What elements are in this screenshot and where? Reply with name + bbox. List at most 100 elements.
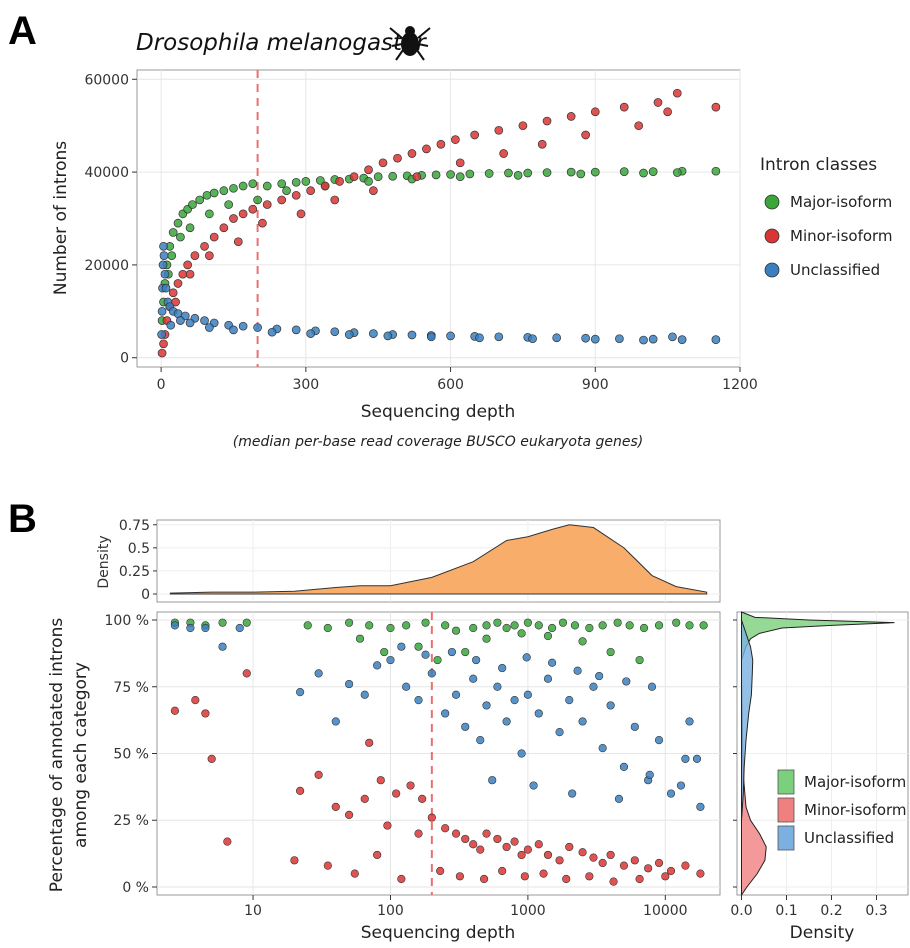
legend-marker-major-isoform [764, 194, 780, 210]
point-unclassified [166, 320, 176, 330]
x-tick-label: 0.2 [820, 903, 842, 919]
point-unclassified [186, 623, 195, 633]
x-tick-label: 0.3 [865, 903, 887, 919]
point-minor-isoform [392, 789, 401, 798]
point-major-isoform [558, 618, 568, 627]
point-major-isoform [699, 621, 708, 630]
point-unclassified [157, 306, 167, 316]
point-minor-isoform [455, 872, 464, 881]
point-unclassified [344, 330, 354, 339]
point-unclassified [614, 794, 624, 803]
point-unclassified [360, 690, 369, 699]
point-minor-isoform [183, 260, 193, 270]
point-major-isoform [482, 634, 491, 643]
point-major-isoform [502, 623, 511, 633]
point-major-isoform [484, 169, 494, 178]
y-tick-label: 0 [141, 587, 150, 603]
y-tick-label: 0 [120, 351, 129, 367]
point-unclassified [200, 316, 209, 325]
point-minor-isoform [635, 874, 644, 884]
density-unclassified [741, 619, 754, 821]
point-major-isoform [648, 167, 658, 176]
point-minor-isoform [711, 102, 721, 112]
point-minor-isoform [590, 107, 600, 117]
point-minor-isoform [534, 840, 543, 849]
side-density-xlabel: Density [790, 923, 855, 943]
point-major-isoform [523, 618, 532, 627]
point-major-isoform [253, 195, 262, 205]
point-minor-isoform [654, 858, 664, 868]
point-minor-isoform [320, 181, 330, 191]
point-minor-isoform [345, 810, 354, 820]
point-minor-isoform [451, 135, 460, 144]
y-tick-label: 25 % [113, 813, 149, 829]
point-minor-isoform [349, 172, 359, 182]
point-minor-isoform [364, 165, 373, 175]
point-minor-isoform [360, 794, 369, 803]
point-major-isoform [461, 647, 470, 657]
point-major-isoform [672, 618, 681, 627]
point-unclassified [568, 789, 577, 798]
point-unclassified [397, 642, 406, 651]
legend-label-minor-isoform: Minor-isoform [790, 227, 893, 245]
point-minor-isoform [159, 339, 168, 349]
point-minor-isoform [566, 112, 576, 121]
point-unclassified [185, 318, 195, 328]
point-major-isoform [578, 637, 587, 646]
y-tick-label: 60000 [84, 72, 129, 88]
y-tick-label: 20000 [84, 258, 129, 274]
legend-swatch-major-isoform [777, 769, 795, 795]
point-major-isoform [639, 168, 648, 178]
point-minor-isoform [479, 874, 489, 884]
point-minor-isoform [205, 251, 214, 260]
point-major-isoform [590, 167, 600, 177]
point-unclassified [238, 321, 248, 331]
x-tick-label: 0.1 [775, 903, 797, 919]
point-major-isoform [441, 621, 450, 630]
point-unclassified [630, 722, 639, 731]
point-minor-isoform [598, 858, 607, 868]
point-major-isoform [619, 167, 629, 176]
point-minor-isoform [170, 706, 180, 715]
point-unclassified [383, 331, 393, 341]
point-unclassified [205, 323, 214, 332]
point-unclassified [523, 690, 532, 699]
point-minor-isoform [589, 853, 598, 862]
point-unclassified [573, 666, 582, 675]
point-unclassified [711, 335, 721, 344]
point-unclassified [218, 642, 227, 651]
point-minor-isoform [542, 116, 552, 126]
point-major-isoform [173, 218, 183, 228]
point-unclassified [528, 334, 537, 344]
point-minor-isoform [296, 786, 305, 795]
point-unclassified [581, 333, 590, 343]
point-major-isoform [224, 200, 234, 209]
point-minor-isoform [350, 869, 359, 878]
x-tick-label: 0.0 [730, 903, 752, 919]
point-unclassified [161, 283, 171, 293]
point-major-isoform [523, 168, 533, 178]
point-unclassified [648, 334, 658, 344]
point-minor-isoform [619, 102, 629, 112]
point-minor-isoform [436, 139, 446, 149]
point-major-isoform [513, 170, 523, 180]
x-tick-label: 300 [292, 377, 319, 393]
y-tick-label: 50 % [113, 747, 149, 763]
point-minor-isoform [223, 837, 232, 846]
point-minor-isoform [378, 158, 388, 168]
point-major-isoform [176, 232, 185, 242]
panel-a-title: Drosophila melanogaster [136, 30, 427, 56]
point-minor-isoform [619, 861, 629, 870]
point-minor-isoform [397, 874, 406, 884]
point-unclassified [498, 663, 507, 673]
point-major-isoform [218, 618, 227, 627]
point-minor-isoform [470, 130, 480, 140]
point-major-isoform [543, 631, 553, 641]
point-major-isoform [547, 623, 557, 633]
point-minor-isoform [207, 754, 216, 763]
point-minor-isoform [331, 802, 340, 811]
point-major-isoform [534, 621, 543, 630]
point-minor-isoform [609, 877, 618, 886]
point-minor-isoform [185, 269, 195, 279]
legend-label-unclassified: Unclassified [804, 829, 894, 847]
